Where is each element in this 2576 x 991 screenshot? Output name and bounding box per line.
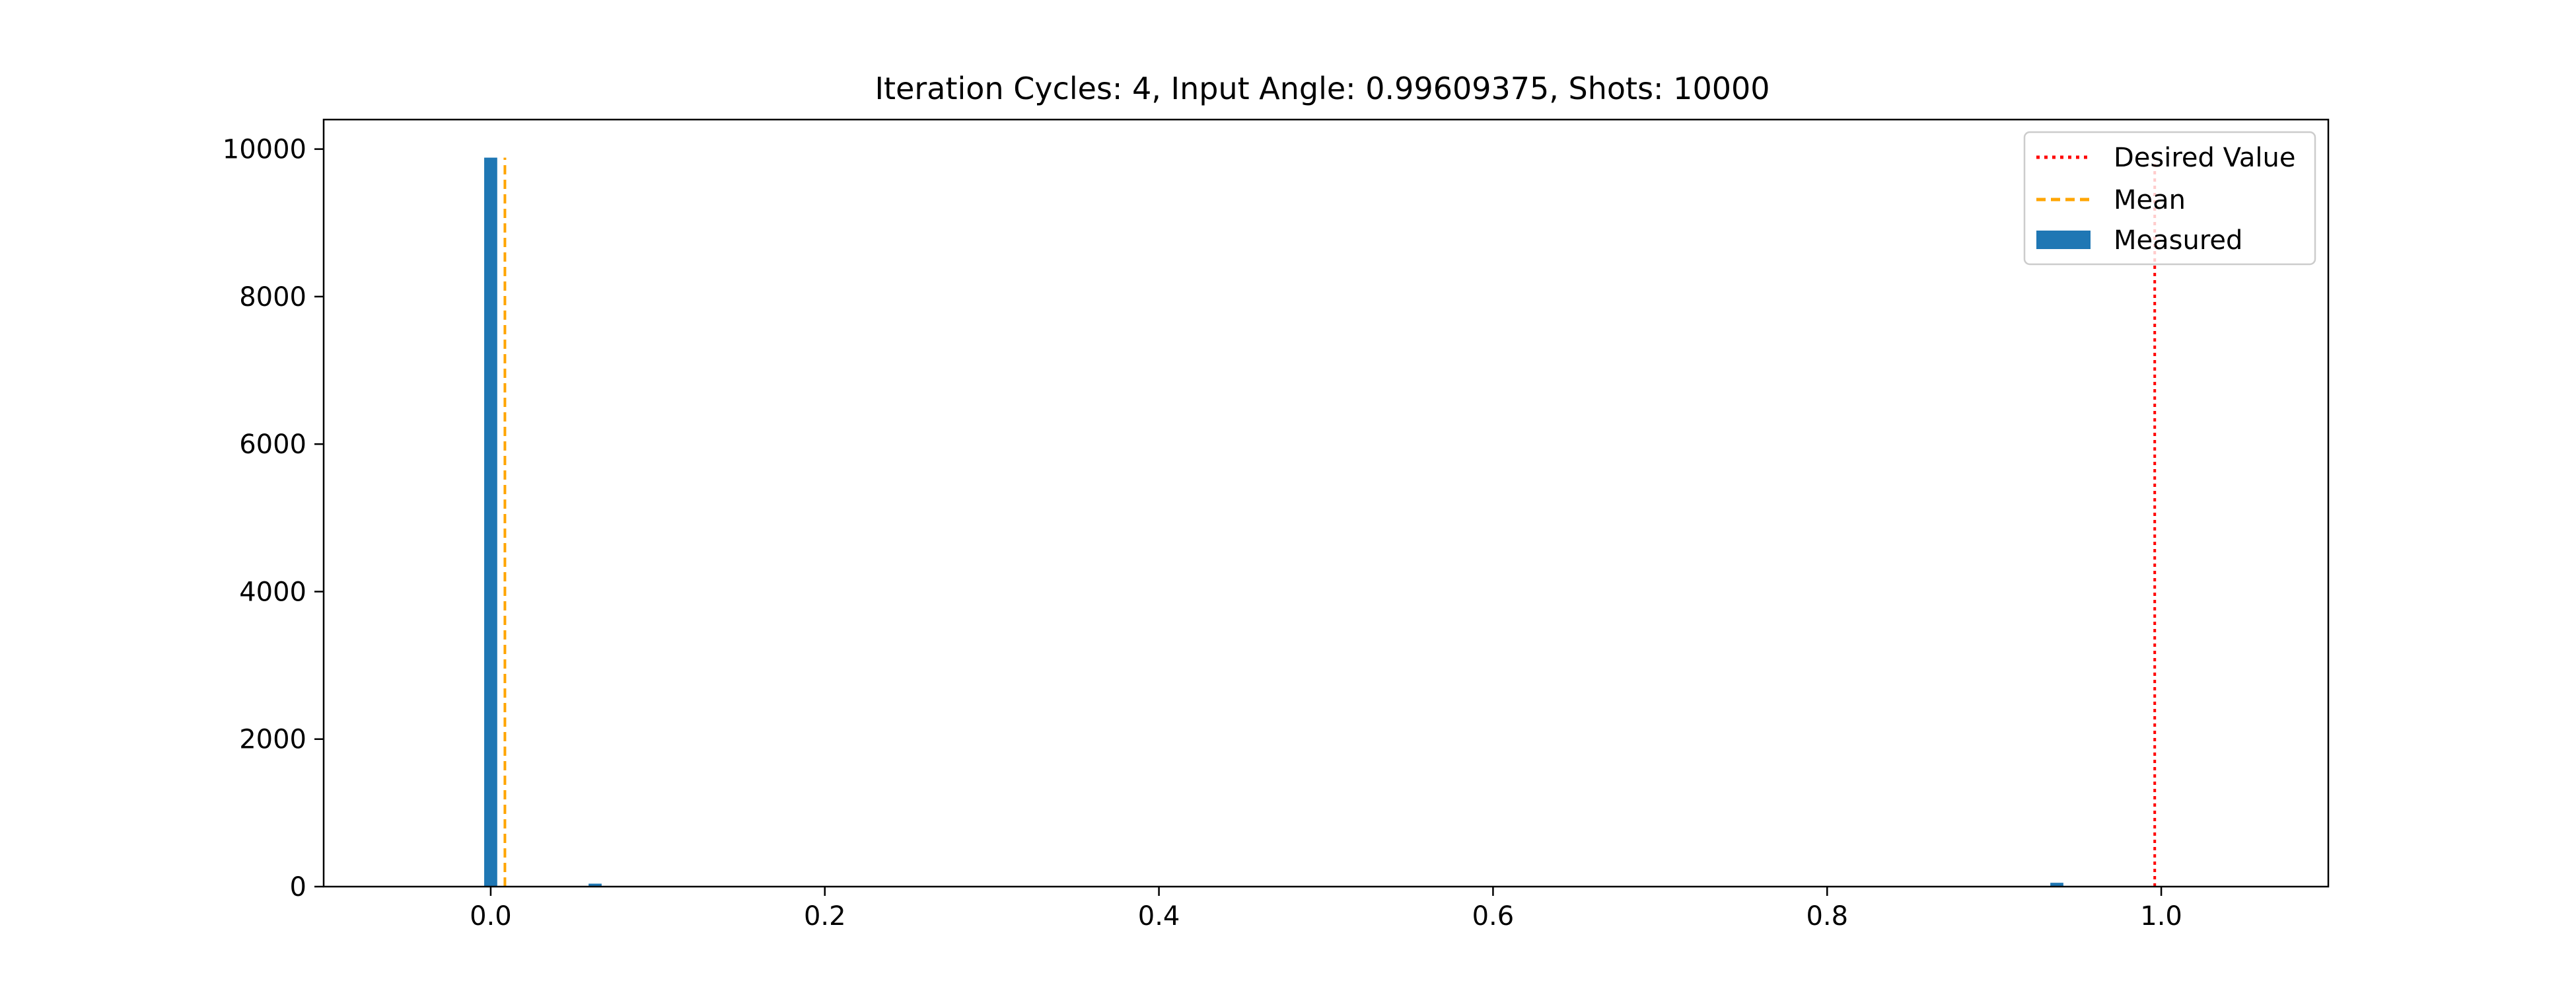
x-tick-label: 0.8 <box>1806 901 1848 932</box>
y-tick-label: 0 <box>290 872 306 902</box>
y-tick-label: 8000 <box>239 282 306 312</box>
bar-2 <box>2050 883 2063 887</box>
x-tick-label: 0.0 <box>470 901 512 932</box>
x-tick-label: 0.4 <box>1138 901 1180 932</box>
chart-title: Iteration Cycles: 4, Input Angle: 0.9960… <box>875 71 1770 106</box>
y-axis: 0 2000 4000 6000 8000 10000 <box>223 135 324 902</box>
legend-label: Desired Value <box>2114 143 2296 173</box>
legend-label: Measured <box>2114 225 2242 256</box>
legend-label: Mean <box>2114 185 2186 215</box>
reference-lines <box>503 157 2157 887</box>
legend: Desired Value Mean Measured <box>2023 131 2316 266</box>
y-tick-label: 4000 <box>239 577 306 607</box>
bar-1 <box>589 883 602 887</box>
y-tick-label: 10000 <box>223 135 306 165</box>
plot-area <box>484 157 2157 887</box>
x-tick-label: 0.6 <box>1472 901 1515 932</box>
bar-0 <box>484 157 497 887</box>
legend-box <box>2023 131 2316 266</box>
legend-swatch <box>2036 231 2091 249</box>
y-tick-label: 2000 <box>239 725 306 755</box>
x-tick-label: 0.2 <box>804 901 846 932</box>
y-tick-label: 6000 <box>239 429 306 460</box>
x-axis: 0.0 0.2 0.4 0.6 0.8 1.0 <box>470 887 2182 932</box>
x-tick-label: 1.0 <box>2140 901 2182 932</box>
axes-frame <box>322 118 2330 888</box>
